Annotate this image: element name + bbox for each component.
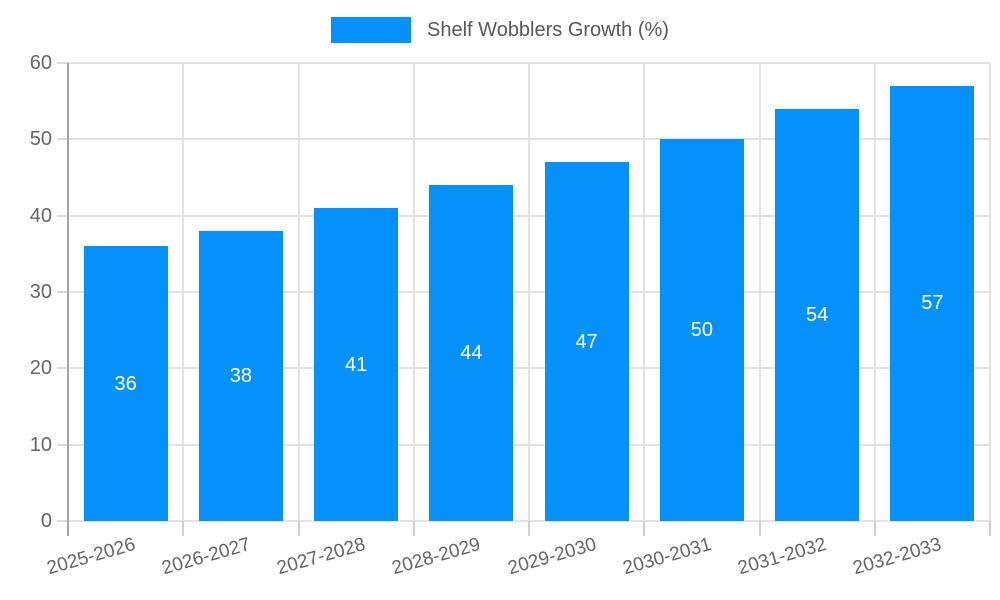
legend-label: Shelf Wobblers Growth (%) [427, 18, 669, 41]
bar: 36 [83, 246, 168, 521]
x-axis-tick [297, 521, 300, 536]
y-axis-tick-label: 40 [29, 204, 52, 227]
bar-value-label: 38 [229, 364, 252, 387]
gridline-vertical [989, 63, 991, 521]
x-axis-tick [528, 521, 530, 536]
y-axis-tick [57, 367, 68, 370]
x-axis-tick [989, 521, 991, 536]
y-axis-line [67, 63, 69, 536]
y-axis-tick [57, 214, 68, 217]
gridline-vertical [297, 63, 300, 521]
y-axis-tick-label: 10 [29, 433, 52, 456]
gridline-vertical [873, 63, 876, 521]
gridline-horizontal [68, 62, 990, 64]
y-axis-tick-label: 0 [40, 510, 52, 532]
bar: 38 [198, 230, 283, 521]
bar-value-label: 57 [921, 292, 944, 315]
x-axis-tick [758, 521, 761, 536]
y-axis-tick-label: 30 [29, 281, 52, 303]
legend[interactable]: Shelf Wobblers Growth (%) [0, 17, 1000, 43]
y-axis-tick [57, 62, 68, 64]
legend-swatch [331, 17, 412, 43]
bar-value-label: 47 [575, 330, 598, 353]
bar-value-label: 50 [690, 319, 713, 342]
plot-area: 0 10 20 30 40 50 60 36 38 41 44 47 50 54 57 2025-2026 20… [30, 52, 991, 579]
y-axis-tick-label: 60 [29, 52, 52, 74]
x-axis-tick [412, 521, 415, 536]
bar: 44 [429, 185, 514, 521]
x-axis-tick [182, 521, 185, 536]
gridline-vertical [412, 63, 415, 521]
gridline-vertical [643, 63, 646, 521]
y-axis-tick [57, 520, 68, 522]
y-axis-tick [57, 291, 68, 293]
x-axis-tick [643, 521, 646, 536]
bar: 54 [775, 108, 860, 521]
bar-value-label: 41 [345, 353, 368, 376]
bar: 47 [544, 162, 629, 521]
bar-value-label: 54 [806, 303, 829, 326]
bar: 57 [890, 85, 975, 521]
y-axis-tick [57, 138, 68, 141]
y-axis-tick-label: 50 [29, 128, 52, 151]
gridline-vertical [758, 63, 761, 521]
bar-value-label: 36 [114, 372, 137, 395]
bar: 50 [659, 139, 744, 521]
gridline-vertical [67, 63, 69, 521]
bar: 41 [314, 208, 399, 521]
x-axis-tick [67, 521, 69, 536]
y-axis-tick-label: 20 [29, 357, 52, 380]
y-axis-tick [57, 443, 68, 446]
x-axis-tick [873, 521, 876, 536]
bar-value-label: 44 [460, 342, 483, 365]
gridline-vertical [182, 63, 185, 521]
gridline-vertical [528, 63, 530, 521]
